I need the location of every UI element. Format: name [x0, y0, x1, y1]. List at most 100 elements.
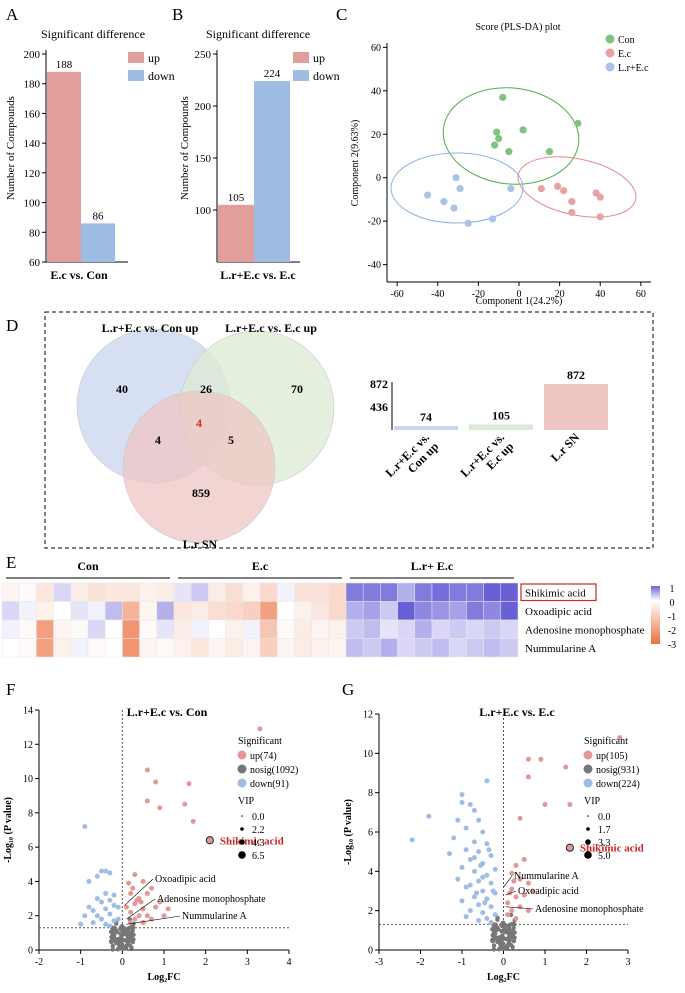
- y-tick-label: 180: [24, 79, 41, 91]
- legend-dot: [583, 750, 593, 760]
- point-nosig: [110, 943, 116, 949]
- chart-title: Score (PLS-DA) plot: [476, 22, 561, 33]
- point-up: [140, 920, 146, 926]
- vip-label: 0.0: [252, 812, 265, 823]
- y-tick-label: 8: [368, 788, 373, 799]
- heatmap-cell: [294, 582, 312, 602]
- legend-swatch-up: [128, 52, 144, 63]
- point-up: [517, 815, 523, 821]
- point-up: [132, 916, 138, 922]
- point-ec: [596, 213, 604, 221]
- point-nosig: [112, 925, 117, 931]
- annotation-leader: [126, 915, 181, 925]
- point-lrec: [450, 204, 458, 212]
- heatmap-cell: [259, 619, 278, 639]
- legend-dot: [605, 48, 615, 58]
- point-up: [513, 894, 519, 900]
- heatmap-cell: [345, 582, 364, 602]
- heatmap-cell: [328, 582, 347, 602]
- point-nosig: [118, 926, 123, 931]
- point-up: [136, 913, 142, 919]
- point-nosig: [129, 945, 134, 950]
- point-con: [491, 141, 499, 149]
- x-tick-label: 1: [543, 957, 548, 968]
- vip-label: 4.3: [252, 838, 265, 849]
- heatmap-cell: [190, 638, 209, 658]
- heatmap-cell: [431, 638, 450, 658]
- point-nosig: [499, 923, 504, 928]
- venn-size-bars: 436 872 74 L.r+E.c vs.Con up 105 L.r+E.c vs.E…: [370, 368, 608, 480]
- panel-a-bars: 188 86: [47, 59, 115, 262]
- y-tick-label: 40: [371, 86, 381, 97]
- point-down: [476, 918, 482, 923]
- venn-bar-category: L.r SN: [548, 430, 582, 464]
- point-lrec: [507, 184, 515, 193]
- bar-down: [254, 81, 290, 262]
- point-down: [455, 817, 461, 823]
- point-con: [574, 119, 582, 127]
- x-tick-label: 0: [517, 289, 522, 300]
- point-down: [478, 862, 484, 868]
- y-tick-label: 140: [24, 138, 41, 150]
- heatmap-cell: [448, 638, 467, 658]
- point-up: [507, 890, 513, 896]
- vip-dot: [584, 851, 592, 859]
- pls-da-plot: Score (PLS-DA) plot -60 -40 -20 0 20 40 60 -40 -2…: [350, 22, 651, 307]
- point-up: [128, 909, 134, 915]
- point-up: [517, 876, 523, 882]
- heatmap-cell: [448, 601, 467, 621]
- annotation-label: Nummularine A: [514, 871, 579, 882]
- heatmap-cell: [173, 601, 192, 621]
- point-up: [521, 857, 527, 863]
- y-tick-label: 150: [195, 153, 212, 165]
- vip-dot: [241, 815, 243, 817]
- heatmap-cell: [139, 638, 158, 658]
- point-nosig: [507, 926, 512, 931]
- point-nosig: [497, 941, 503, 946]
- point-up: [538, 756, 544, 762]
- heatmap-cell: [483, 601, 502, 621]
- heatmap-cell: [18, 582, 37, 602]
- point-down: [447, 851, 453, 857]
- point-up: [144, 890, 150, 896]
- y-tick-label: 100: [24, 198, 41, 210]
- point-up: [513, 862, 519, 868]
- point-lrec: [424, 191, 432, 199]
- heatmap-cell: [225, 619, 244, 639]
- point-up: [525, 880, 531, 886]
- point-nosig: [124, 943, 129, 949]
- panel-b-legend: up down: [293, 51, 340, 83]
- x-tick-label: 2: [203, 957, 208, 968]
- heatmap-cell: [1, 638, 20, 658]
- point-up: [563, 764, 569, 770]
- point-down: [488, 853, 494, 859]
- heatmap-cell: [466, 619, 484, 639]
- point-down: [99, 868, 104, 874]
- point-down: [492, 866, 498, 872]
- heatmap-cell: [414, 601, 433, 621]
- point-up: [257, 726, 263, 732]
- heatmap-cell: [259, 638, 278, 658]
- heatmap-cell: [466, 638, 484, 658]
- x-tick-label: -3: [375, 957, 383, 968]
- point-up: [144, 767, 150, 773]
- point-up: [182, 801, 188, 807]
- heatmap: Con E.c L.r+ E.c Shikimic acid Oxoadipic aci…: [1, 559, 676, 658]
- heatmap-cell: [87, 619, 106, 639]
- point-up: [153, 779, 159, 785]
- point-down: [482, 900, 488, 906]
- heatmap-cell: [208, 638, 226, 658]
- point-down: [474, 890, 480, 896]
- vip-dot: [586, 827, 590, 831]
- heatmap-cell: [139, 619, 158, 639]
- legend-dot: [605, 62, 615, 72]
- y-tick-label: 160: [24, 108, 41, 120]
- heatmap-cell: [500, 638, 519, 658]
- point-nosig: [506, 931, 511, 937]
- heatmap-cell: [104, 638, 123, 658]
- point-up: [509, 886, 515, 892]
- venn-count-b_only: 70: [291, 382, 303, 396]
- heatmap-group-label: Con: [77, 559, 99, 573]
- heatmap-cell: [36, 638, 54, 658]
- x-tick-label: 3: [626, 957, 631, 968]
